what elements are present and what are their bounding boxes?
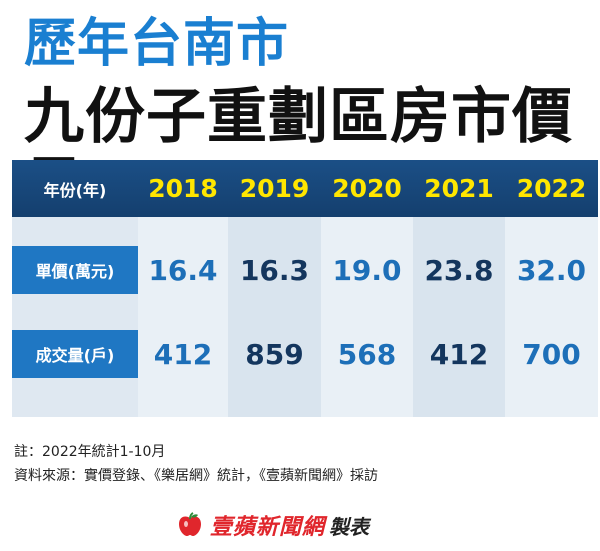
note-text: 註：2022年統計1-10月 [14, 444, 166, 460]
value-cell: 412 [429, 337, 489, 371]
logo-suffix: 製表 [329, 514, 370, 539]
year-cell: 2019 [239, 174, 310, 203]
year-cell: 2020 [332, 174, 402, 203]
year-cell: 2021 [424, 174, 494, 203]
logo-name: 壹蘋新聞網 [210, 515, 326, 540]
row-label: 單價(萬元) [12, 246, 138, 294]
year-cell: 2018 [148, 174, 218, 203]
row-label: 成交量(戶) [12, 330, 138, 378]
value-cell: 859 [245, 337, 304, 371]
footnotes: 註：2022年統計1-10月 資料來源：實價登錄、《樂居網》統計，《壹蘋新聞網》… [14, 440, 378, 488]
source-text: 資料來源：實價登錄、《樂居網》統計，《壹蘋新聞網》採訪 [14, 468, 378, 484]
value-cell: 19.0 [332, 253, 402, 287]
value-cell: 412 [153, 337, 213, 371]
table-row-unit-price: 單價(萬元) 16.4 16.3 19.0 23.8 32.0 [12, 246, 598, 294]
table-header [12, 160, 598, 217]
value-cell: 568 [337, 337, 397, 371]
brand-logo: 壹蘋新聞網 製表 [176, 508, 369, 542]
value-cell: 32.0 [516, 253, 587, 287]
header-row: 年份(年) 2018 2019 2020 2021 2022 [12, 160, 598, 217]
value-cell: 23.8 [424, 253, 494, 287]
price-volume-table: 年份(年) 2018 2019 2020 2021 2022 單價(萬元) 16… [12, 160, 598, 417]
value-cell: 16.4 [148, 253, 218, 287]
year-cell: 2022 [516, 174, 587, 203]
value-cell: 700 [522, 337, 581, 371]
apple-icon [176, 511, 204, 539]
title-line-1: 歷年台南市 [24, 14, 290, 74]
value-cell: 16.3 [239, 253, 310, 287]
table-row-volume: 成交量(戶) 412 859 568 412 700 [12, 330, 598, 378]
header-label: 年份(年) [43, 180, 107, 200]
